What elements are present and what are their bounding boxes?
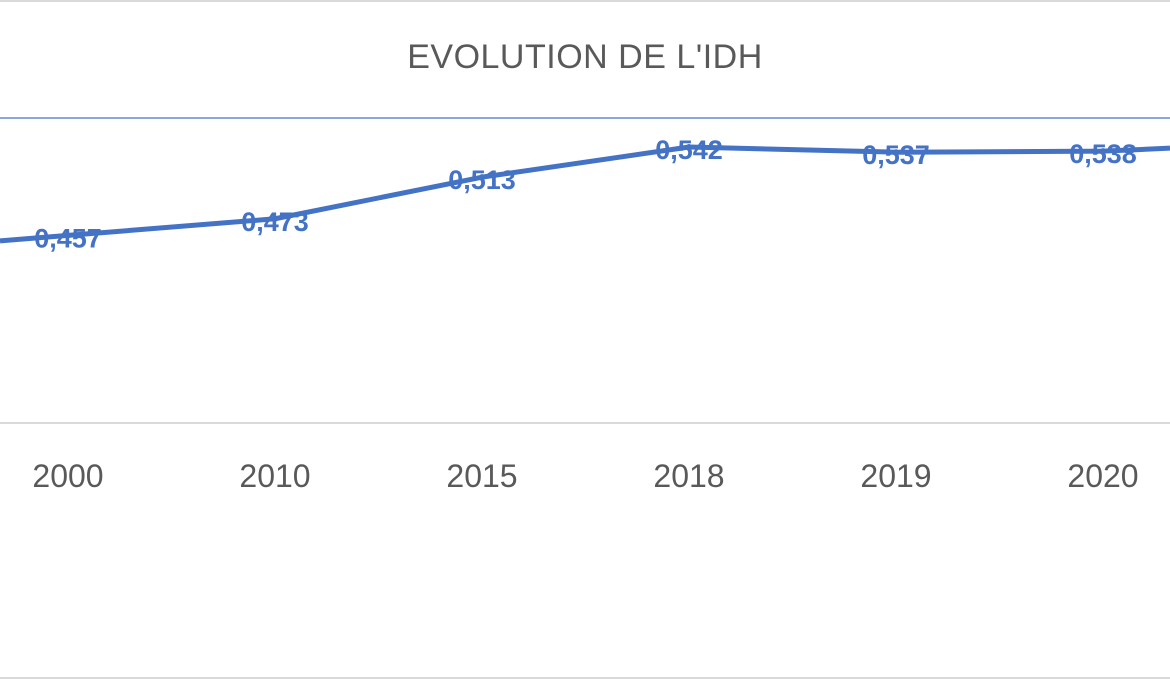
x-tick-label-2020: 2020 [1067, 458, 1138, 494]
data-point-2020 [1100, 148, 1106, 155]
series-line-idh [0, 144, 1170, 244]
data-label-2019: 0,537 [862, 140, 930, 170]
chart-frame-bottom-border [0, 677, 1170, 679]
data-point-2010 [272, 215, 278, 222]
x-tick-label-2000: 2000 [32, 458, 103, 494]
data-label-2010: 0,473 [241, 207, 309, 237]
chart-frame-top-border [0, 0, 1170, 2]
data-point-2018 [686, 144, 692, 150]
x-tick-layer: 2000 2010 2015 2018 2019 2020 [32, 458, 1138, 494]
x-tick-label-2015: 2015 [446, 458, 517, 494]
chart-title: EVOLUTION DE L'IDH [407, 38, 763, 76]
series-layer [0, 144, 1170, 244]
data-point-2019 [893, 149, 899, 156]
data-point-2000 [65, 232, 71, 239]
x-tick-label-2019: 2019 [860, 458, 931, 494]
data-label-2000: 0,457 [34, 223, 102, 253]
data-label-layer: 0,457 0,473 0,513 0,542 0,537 0,538 [34, 135, 1137, 253]
data-label-2015: 0,513 [448, 165, 516, 195]
x-tick-label-2018: 2018 [653, 458, 724, 494]
data-label-2018: 0,542 [655, 135, 723, 165]
data-label-2020: 0,538 [1069, 139, 1137, 169]
x-tick-label-2010: 2010 [239, 458, 310, 494]
data-point-2015 [479, 174, 485, 181]
